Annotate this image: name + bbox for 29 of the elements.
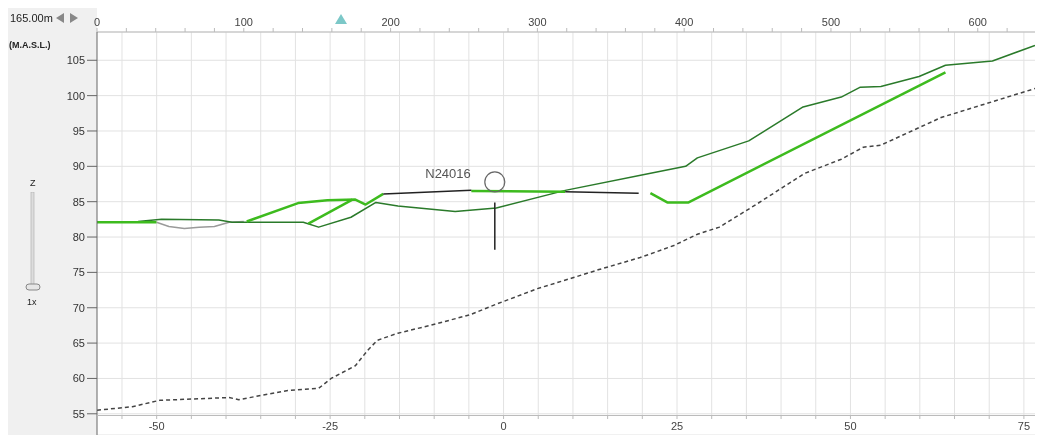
text: 165.00m	[10, 12, 53, 24]
x2-tick-label: -50	[148, 420, 165, 432]
y-tick-label: 70	[72, 301, 85, 314]
x2-tick-label: 0	[500, 420, 507, 432]
x-tick-label: 400	[674, 16, 694, 28]
y-tick-label: 85	[72, 195, 85, 208]
x-tick-label: 300	[528, 16, 547, 28]
text: 1x	[27, 297, 37, 307]
y-tick-label: 55	[72, 407, 85, 420]
x-tick-label: 500	[821, 16, 841, 28]
x-tick-label: 0	[93, 16, 101, 28]
x2-tick-label: 50	[844, 420, 857, 432]
x2-tick-label: 25	[670, 420, 684, 432]
y-tick-label: 95	[72, 124, 85, 137]
y-tick-label: 65	[72, 336, 85, 349]
x2-tick-label: 75	[1017, 420, 1031, 432]
x-tick-label: 600	[968, 16, 987, 28]
x-tick-label: 100	[234, 16, 253, 28]
y-tick-label: 80	[72, 230, 85, 243]
annotation: N24016	[425, 165, 471, 181]
x-tick-label: 200	[381, 16, 400, 28]
y-tick-label: 75	[72, 266, 85, 279]
y-tick-label: 100	[66, 89, 85, 102]
y-tick-label: 105	[66, 54, 85, 67]
y-tick-label: 60	[72, 372, 85, 385]
y-tick-label: 90	[72, 160, 85, 173]
x2-tick-label: -25	[322, 420, 339, 432]
y-axis-title: (M.A.S.L.)	[9, 40, 51, 50]
text: Z	[30, 178, 36, 188]
